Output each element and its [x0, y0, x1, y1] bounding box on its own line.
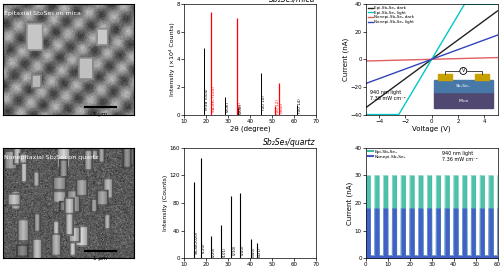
Epi-Sb₂Se₃ light — [462, 2, 468, 6]
Text: (008): (008) — [239, 102, 243, 114]
Epi-Sb₂Se₃ light — [363, 113, 369, 116]
Epi-Sb₂Se₃ dark — [482, 18, 488, 22]
Nonepi-Sb₂Se₃ dark — [441, 57, 447, 61]
Nonepi-Sb₂Se₃ light — [474, 41, 480, 44]
Epi-Sb₂Se₃ dark — [474, 24, 480, 28]
Text: (006): (006) — [226, 101, 230, 112]
Epi-Sb₂Se₃ light — [444, 33, 450, 36]
Text: 1 μm: 1 μm — [94, 256, 108, 261]
Line: Epi-Sb₂Se₃ dark: Epi-Sb₂Se₃ dark — [366, 11, 498, 108]
Epi-Sb₂Se₃ light — [494, 2, 500, 6]
Y-axis label: Intensity (Counts): Intensity (Counts) — [163, 175, 168, 231]
Text: (00 14): (00 14) — [298, 98, 302, 113]
Text: (120): (120) — [202, 243, 205, 253]
Text: (360): (360) — [280, 102, 283, 113]
Line: Nonepi-Sb₂Se₃ light: Nonepi-Sb₂Se₃ light — [366, 35, 498, 83]
Text: (101): (101) — [222, 246, 226, 257]
Epi-Sb₂Se₃ light — [364, 113, 370, 116]
Epi-Sb₂Se₃ dark — [441, 48, 447, 52]
Epi-Sb₂Se₃ dark — [444, 47, 450, 50]
Nonepi-Sb₂Se₃ light — [494, 34, 500, 37]
Nonepi-Sb₂Se₃ light — [363, 82, 369, 85]
Nonepi-Sb₂Se₃ dark — [364, 59, 370, 63]
Text: Nonepitaxial Sb₂Se₃ on quartz: Nonepitaxial Sb₂Se₃ on quartz — [4, 154, 98, 160]
Nonepi-Sb₂Se₃ light — [444, 52, 450, 55]
Epi-Sb₂Se₃ light — [474, 2, 480, 6]
Nonepi-Sb₂Se₃ light — [482, 38, 488, 41]
Text: (340): (340) — [252, 247, 256, 257]
Nonepi-Sb₂Se₃ dark — [441, 57, 447, 61]
Text: Sb₂Se₃ (120): Sb₂Se₃ (120) — [212, 86, 216, 112]
Nonepi-Sb₂Se₃ dark — [363, 59, 369, 63]
Nonepi-Sb₂Se₃ dark — [494, 56, 500, 59]
Y-axis label: Current (nA): Current (nA) — [342, 38, 348, 81]
Text: Sb₂Se₃(020): Sb₂Se₃(020) — [195, 231, 199, 254]
Text: (220): (220) — [212, 247, 216, 257]
Nonepi-Sb₂Se₃ light — [364, 82, 370, 85]
X-axis label: 2θ (degree): 2θ (degree) — [230, 125, 270, 132]
Epi-Sb₂Se₃ dark — [494, 9, 500, 13]
Text: Mica (004): Mica (004) — [205, 89, 209, 110]
Legend: Epi-Sb₂Se₃ dark, Epi-Sb₂Se₃ light, Nonepi-Sb₂Se₃ dark, Nonepi-Sb₂Se₃ light: Epi-Sb₂Se₃ dark, Epi-Sb₂Se₃ light, Nonep… — [368, 6, 414, 24]
Text: (00 10): (00 10) — [262, 95, 266, 110]
Nonepi-Sb₂Se₃ dark — [482, 56, 488, 59]
Text: (00 12): (00 12) — [276, 99, 280, 114]
Y-axis label: Intensity (×10⁴ Counts): Intensity (×10⁴ Counts) — [169, 22, 175, 96]
Text: 1 μm: 1 μm — [94, 112, 108, 117]
X-axis label: Voltage (V): Voltage (V) — [412, 125, 451, 132]
Nonepi-Sb₂Se₃ light — [441, 53, 447, 56]
Epi-Sb₂Se₃ light — [441, 37, 447, 40]
Nonepi-Sb₂Se₃ dark — [444, 57, 450, 61]
Nonepi-Sb₂Se₃ dark — [474, 56, 480, 60]
Line: Nonepi-Sb₂Se₃ dark: Nonepi-Sb₂Se₃ dark — [366, 58, 498, 61]
Epi-Sb₂Se₃ light — [441, 37, 447, 41]
Text: (230): (230) — [232, 245, 236, 255]
Y-axis label: Current (nA): Current (nA) — [347, 181, 354, 225]
Text: Sb₂Se₃/mica: Sb₂Se₃/mica — [270, 0, 316, 3]
Text: (421): (421) — [258, 247, 262, 257]
Text: (240): (240) — [238, 101, 242, 112]
Text: 940 nm light
7.36 mW cm⁻²: 940 nm light 7.36 mW cm⁻² — [370, 90, 406, 101]
Epi-Sb₂Se₃ dark — [363, 106, 369, 109]
Epi-Sb₂Se₃ dark — [364, 106, 370, 109]
Legend: Epi-Sb₂Se₃, Nonepi-Sb₂Se₃: Epi-Sb₂Se₃, Nonepi-Sb₂Se₃ — [368, 150, 406, 159]
Epi-Sb₂Se₃ dark — [441, 49, 447, 52]
Line: Epi-Sb₂Se₃ light: Epi-Sb₂Se₃ light — [366, 4, 498, 115]
Text: Sb₂Se₃/quartz: Sb₂Se₃/quartz — [264, 138, 316, 147]
Nonepi-Sb₂Se₃ light — [441, 53, 447, 56]
Text: Epitaxial Sb₂Se₃ on mica: Epitaxial Sb₂Se₃ on mica — [4, 11, 81, 16]
Epi-Sb₂Se₃ light — [482, 2, 488, 6]
Text: 940 nm light
7.36 mW cm⁻²: 940 nm light 7.36 mW cm⁻² — [442, 151, 478, 162]
Text: (240): (240) — [241, 245, 245, 255]
